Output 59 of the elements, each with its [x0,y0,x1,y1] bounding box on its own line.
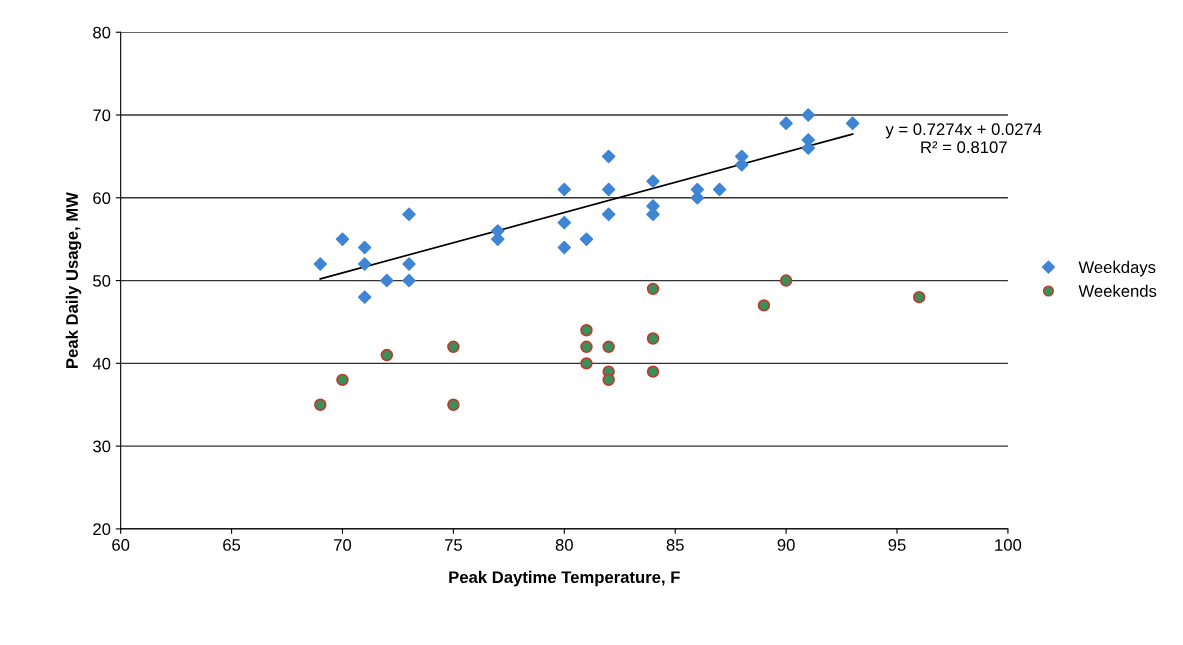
x-tick-label: 90 [777,539,795,551]
point [357,240,372,255]
point [335,232,350,246]
point [646,174,660,188]
point [557,215,572,230]
point [712,182,727,197]
point [402,257,416,271]
point [557,240,572,255]
point [757,299,771,312]
x-tick-label: 65 [223,539,241,551]
point [801,108,816,122]
x-tick-label: 100 [995,539,1022,551]
annotation: y = 0.7274x + 0.0274 R² = 0.8107 [885,123,1042,154]
point [402,207,416,222]
point [579,232,594,246]
point [601,207,616,222]
point [690,191,705,205]
point [646,365,660,378]
point [557,182,572,197]
point [580,357,593,370]
point [336,373,349,387]
point [380,273,394,288]
x-tick-label: 70 [334,539,352,551]
point [580,340,593,354]
legend-label: Weekends [1078,284,1157,297]
point [912,290,926,304]
point [314,398,327,411]
point [646,332,660,345]
y-tick-label: 50 [93,274,111,287]
point [601,149,616,164]
y-tick-label: 60 [93,192,111,204]
point [602,340,615,354]
point [357,257,372,271]
point [380,348,394,362]
x-tick-label: 95 [888,539,906,551]
x-tick-label: 60 [112,539,130,551]
point [601,182,616,197]
point [402,273,416,288]
x-tick-label: 80 [555,539,573,551]
y-axis-title: Peak Daily Usage, MW [65,192,82,368]
y-tick-label: 40 [92,357,111,370]
point [357,290,372,304]
point [779,274,793,287]
y-tick-label: 20 [93,523,111,536]
point [779,116,793,131]
point [845,116,860,131]
point [580,324,593,337]
y-tick-label: 70 [93,109,111,122]
legend-label: Weekdays [1078,260,1156,277]
point [602,373,615,387]
x-tick-label: 85 [666,539,684,551]
y-tick-label: 80 [93,26,111,39]
y-tick-label: 30 [93,440,111,453]
point [646,282,660,296]
x-axis-title: Peak Daytime Temperature, F [449,570,680,587]
point [447,340,460,354]
point [447,398,460,411]
x-tick-label: 75 [444,539,462,551]
point [313,257,328,271]
